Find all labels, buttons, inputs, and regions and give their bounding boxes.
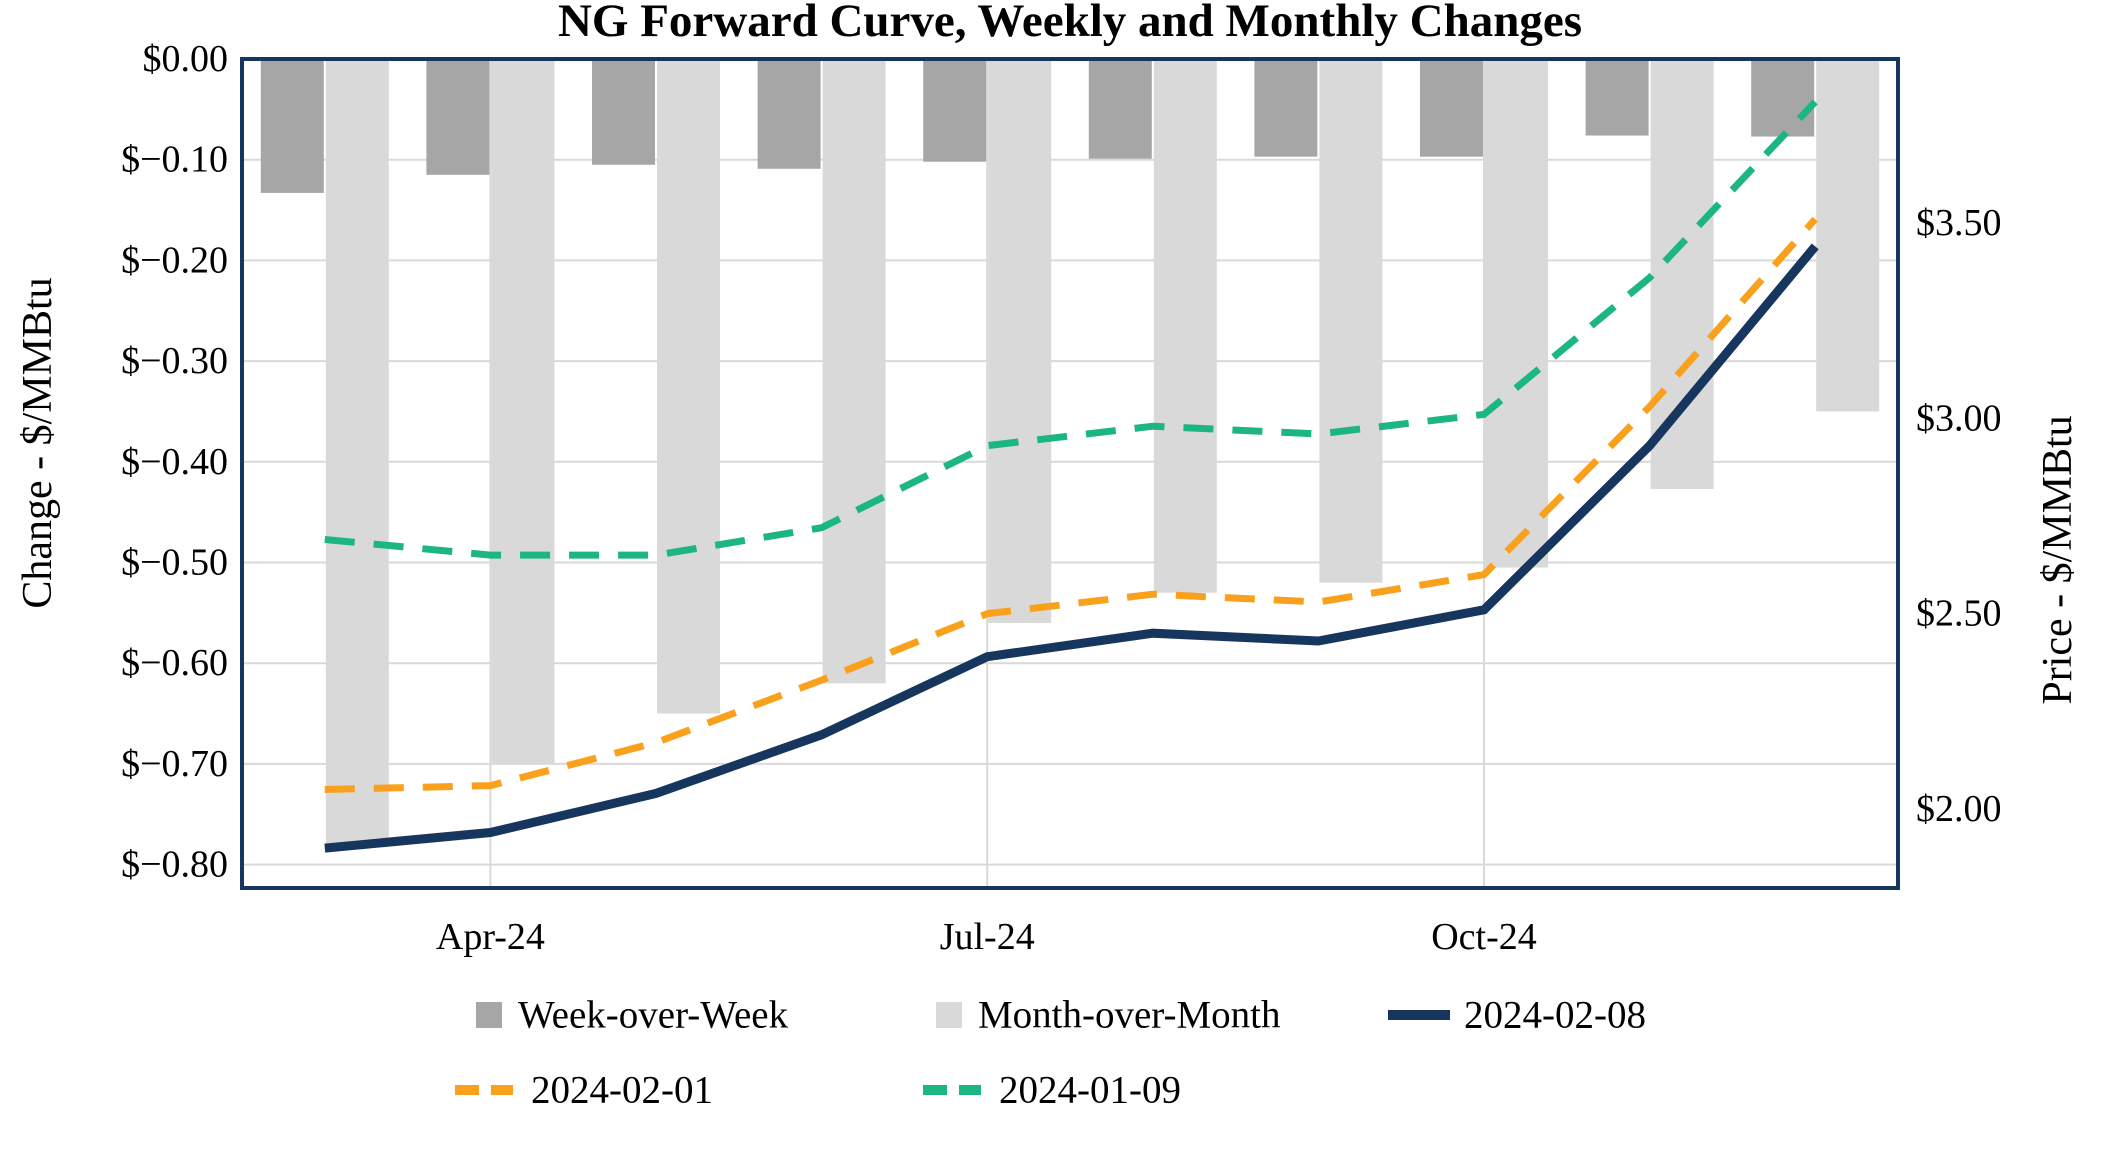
bar-week-over-week-Sep-24 bbox=[1254, 59, 1318, 157]
bar-month-over-month-Dec-24 bbox=[1816, 59, 1880, 412]
right-axis-tick-label: $3.50 bbox=[1916, 202, 2002, 244]
bar-week-over-week-Mar-24 bbox=[260, 59, 324, 193]
right-axis-tick-label: $2.50 bbox=[1916, 593, 2002, 635]
legend-label-2024-02-08: 2024-02-08 bbox=[1464, 994, 1646, 1037]
left-axis-tick-label: $0.00 bbox=[143, 38, 229, 80]
bar-week-over-week-Dec-24 bbox=[1751, 59, 1815, 137]
bar-week-over-week-Oct-24 bbox=[1420, 59, 1483, 157]
bar-week-over-week-May-24 bbox=[592, 59, 655, 165]
bar-month-over-month-Oct-24 bbox=[1485, 59, 1548, 568]
left-axis-tick-label: $−0.20 bbox=[121, 239, 228, 281]
left-axis-tick-label: $−0.40 bbox=[121, 441, 228, 483]
bar-week-over-week-Apr-24 bbox=[426, 59, 490, 175]
legend-label-2024-01-09: 2024-01-09 bbox=[999, 1069, 1181, 1112]
line-2024-02-08 bbox=[324, 243, 1819, 853]
left-axis-tick-label: $−0.80 bbox=[121, 844, 228, 886]
right-axis-tick-label: $3.00 bbox=[1916, 397, 2002, 439]
legend-swatch-Week-over-Week bbox=[476, 1002, 502, 1028]
bar-month-over-month-May-24 bbox=[657, 59, 720, 714]
left-axis-tick-label: $−0.10 bbox=[121, 139, 228, 181]
legend-label-2024-02-01: 2024-02-01 bbox=[531, 1069, 713, 1112]
bar-week-over-week-Jun-24 bbox=[757, 59, 821, 169]
bar-month-over-month-Jun-24 bbox=[822, 59, 886, 684]
bar-month-over-month-Aug-24 bbox=[1153, 59, 1217, 593]
bar-month-over-month-Mar-24 bbox=[325, 59, 389, 845]
bar-month-over-month-Sep-24 bbox=[1319, 59, 1383, 583]
legend-label-Month-over-Month: Month-over-Month bbox=[978, 994, 1281, 1037]
line-2024-01-09 bbox=[324, 99, 1818, 559]
legend-swatch-Month-over-Month bbox=[936, 1002, 962, 1028]
bar-month-over-month-Apr-24 bbox=[491, 59, 555, 764]
line-2024-02-01 bbox=[324, 216, 1818, 793]
legend-label-Week-over-Week: Week-over-Week bbox=[518, 994, 789, 1037]
x-axis-tick-label: Jul-24 bbox=[940, 916, 1035, 958]
right-axis-tick-label: $2.00 bbox=[1916, 788, 2002, 830]
plot-frame bbox=[240, 57, 1900, 890]
bar-week-over-week-Aug-24 bbox=[1088, 59, 1152, 159]
bar-month-over-month-Jul-24 bbox=[988, 59, 1052, 623]
bar-month-over-month-Nov-24 bbox=[1650, 59, 1714, 489]
bar-week-over-week-Nov-24 bbox=[1585, 59, 1649, 136]
left-axis-tick-label: $−0.30 bbox=[121, 340, 228, 382]
x-axis-tick-label: Oct-24 bbox=[1431, 916, 1537, 958]
left-axis-tick-label: $−0.70 bbox=[121, 743, 228, 785]
bar-week-over-week-Jul-24 bbox=[923, 59, 987, 162]
chart-title: NG Forward Curve, Weekly and Monthly Cha… bbox=[557, 0, 1583, 47]
left-axis-tick-label: $−0.50 bbox=[121, 542, 228, 584]
left-axis-tick-label: $−0.60 bbox=[121, 642, 228, 684]
x-axis-tick-label: Apr-24 bbox=[436, 916, 545, 958]
